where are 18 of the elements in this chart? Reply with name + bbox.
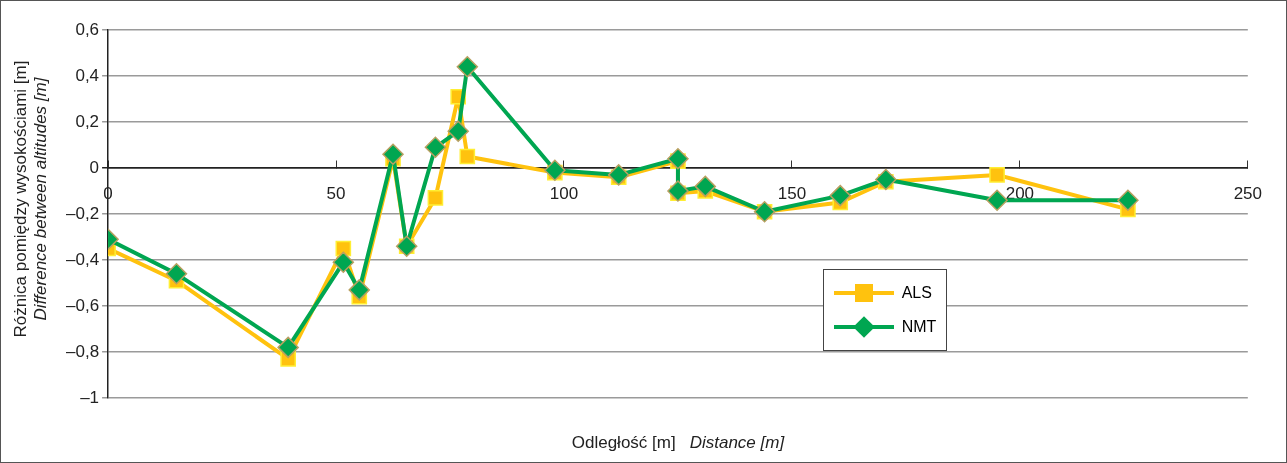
y-tick-label: 0,6 — [75, 19, 100, 39]
x-axis-title: Odległość [m] Distance [m] — [571, 432, 786, 452]
y-tick-label: –1 — [80, 387, 100, 407]
y-tick-label: –0,6 — [65, 295, 100, 315]
x-tick-label: 200 — [1005, 183, 1035, 203]
y-tick-label: –0,8 — [65, 341, 100, 361]
y-tick-label: –0,2 — [65, 203, 100, 223]
x-tick-label: 250 — [1233, 183, 1263, 203]
y-tick-label: 0,2 — [75, 111, 100, 131]
y-tick-label: 0 — [89, 157, 100, 177]
x-tick-label: 50 — [326, 183, 346, 203]
x-tick-label: 150 — [777, 183, 807, 203]
x-tick-label: 100 — [549, 183, 579, 203]
y-tick-label: 0,4 — [75, 65, 100, 85]
legend-label: ALS — [901, 284, 932, 303]
y-axis-title: Różnica pomiędzy wysokościami [m] Difference between altitudes [m] — [10, 60, 50, 338]
legend-label: NMT — [901, 318, 937, 337]
y-tick-label: –0,4 — [65, 249, 100, 269]
